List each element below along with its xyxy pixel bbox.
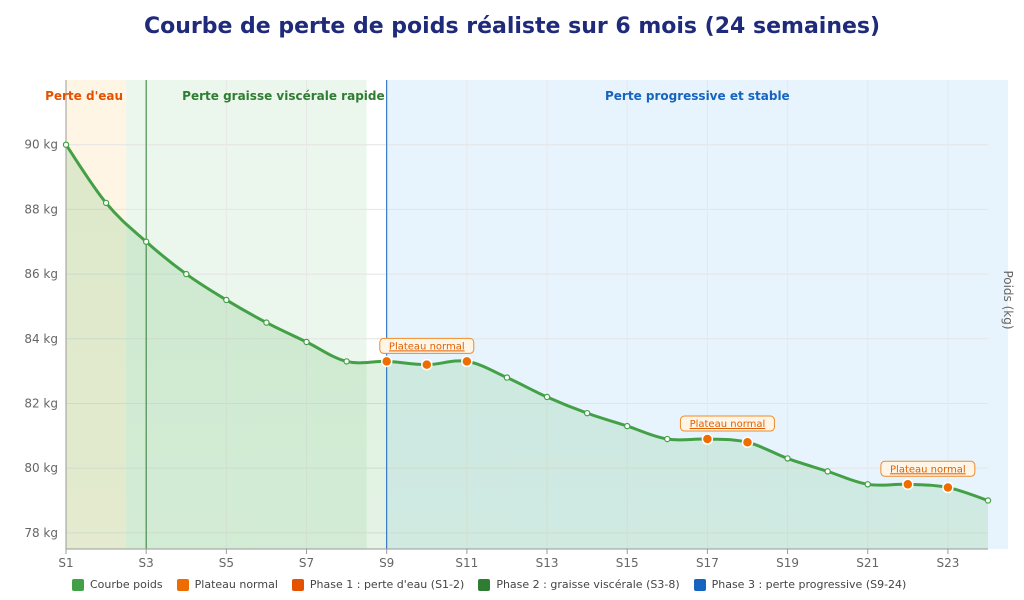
data-point: [824, 468, 831, 475]
data-point: [142, 238, 150, 245]
data-point: [784, 455, 791, 462]
plateau-annotations: Plateau normal Plateau normal Plateau norm…: [379, 337, 976, 477]
legend-swatch: [478, 578, 491, 591]
axes: 78 kg 80 kg 82 kg 84 kg 86 kg 88 kg 90 kg S1 S3 S…: [24, 80, 1015, 570]
data-point: [984, 497, 992, 504]
x-tick-label: S3: [139, 556, 154, 570]
plateau-annotation-label: Plateau normal: [389, 341, 465, 352]
x-tick-label: S15: [616, 556, 639, 570]
data-point: [62, 141, 70, 148]
legend: Courbe poids Plateau normal Phase 1 : pert…: [72, 578, 920, 591]
plateau-point: [380, 355, 393, 368]
x-tick-label: S11: [455, 556, 478, 570]
legend-label: Courbe poids: [90, 578, 163, 591]
chart-title: Courbe de perte de poids réaliste sur 6 …: [143, 14, 881, 39]
data-point: [624, 422, 631, 430]
data-point: [343, 358, 350, 365]
x-tick-label: S21: [856, 556, 879, 570]
legend-swatch: [693, 578, 706, 591]
plateau-annotation: Plateau normal: [679, 415, 775, 432]
phase-label-1: Perte d'eau: [45, 89, 123, 103]
legend-label: Phase 1 : perte d'eau (S1-2): [309, 578, 465, 591]
x-tick-label: S5: [219, 556, 234, 570]
data-point: [543, 393, 551, 401]
data-point: [583, 409, 591, 417]
y-axis-title: Poids (kg): [1001, 270, 1015, 329]
phase-labels: Perte d'eau Perte graisse viscérale rapid…: [45, 89, 790, 103]
plateau-annotation-label: Plateau normal: [690, 419, 766, 430]
data-point: [263, 319, 270, 326]
data-point: [223, 296, 230, 304]
area-under-curve: [66, 144, 988, 550]
legend-label: Plateau normal: [194, 578, 278, 591]
data-point: [102, 199, 110, 207]
legend-label: Phase 3 : perte progressive (S9-24): [711, 578, 907, 591]
y-tick-label: 82 kg: [24, 396, 58, 410]
plateau-annotation: Plateau normal: [379, 337, 475, 354]
x-tick-label: S23: [936, 556, 959, 570]
plateau-annotation-box: [379, 337, 475, 354]
x-tick-label: S19: [776, 556, 799, 570]
y-tick-label: 78 kg: [24, 526, 58, 540]
plateau-annotation-box: [880, 460, 976, 477]
legend-item-2[interactable]: Plateau normal: [176, 578, 278, 591]
y-tick-label: 84 kg: [24, 332, 58, 346]
y-tick-label: 86 kg: [24, 267, 58, 281]
y-tick-label: 88 kg: [24, 202, 58, 216]
data-point: [503, 374, 511, 381]
data-point: [664, 435, 671, 443]
x-tick-label: S9: [379, 556, 394, 570]
legend-item-1[interactable]: Courbe poids: [72, 578, 163, 591]
plateau-point: [942, 481, 954, 494]
legend-swatch: [291, 578, 304, 591]
x-tick-label: S17: [696, 556, 719, 570]
data-point: [183, 270, 190, 278]
plateau-annotation-label: Plateau normal: [890, 464, 966, 475]
y-tick-label: 90 kg: [24, 138, 58, 152]
plateau-point: [902, 478, 914, 491]
plateau-point: [461, 355, 473, 368]
legend-item-5[interactable]: Phase 3 : perte progressive (S9-24): [693, 578, 907, 591]
legend-label: Phase 2 : graisse viscérale (S3-8): [496, 578, 680, 591]
phase-label-3: Perte progressive et stable: [605, 89, 790, 103]
data-points: [62, 141, 992, 504]
data-point: [303, 338, 310, 346]
phase-markers: [145, 80, 388, 549]
x-tick-label: S1: [58, 556, 73, 570]
phase-label-2: Perte graisse viscérale rapide: [182, 89, 384, 103]
legend-swatch: [72, 578, 84, 591]
legend-item-4[interactable]: Phase 2 : graisse viscérale (S3-8): [478, 578, 680, 591]
y-tick-label: 80 kg: [24, 461, 58, 475]
area-fill: [66, 144, 988, 550]
plateau-annotation-box: [679, 415, 775, 432]
plateau-point: [421, 358, 433, 371]
data-point: [864, 481, 871, 488]
plateau-point: [701, 433, 714, 445]
plateau-annotation: Plateau normal: [880, 460, 976, 477]
legend-swatch: [176, 578, 189, 591]
x-tick-label: S13: [536, 556, 559, 570]
legend-item-3[interactable]: Phase 1 : perte d'eau (S1-2): [291, 578, 465, 591]
plateau-point: [741, 436, 754, 449]
x-tick-label: S7: [299, 556, 314, 570]
